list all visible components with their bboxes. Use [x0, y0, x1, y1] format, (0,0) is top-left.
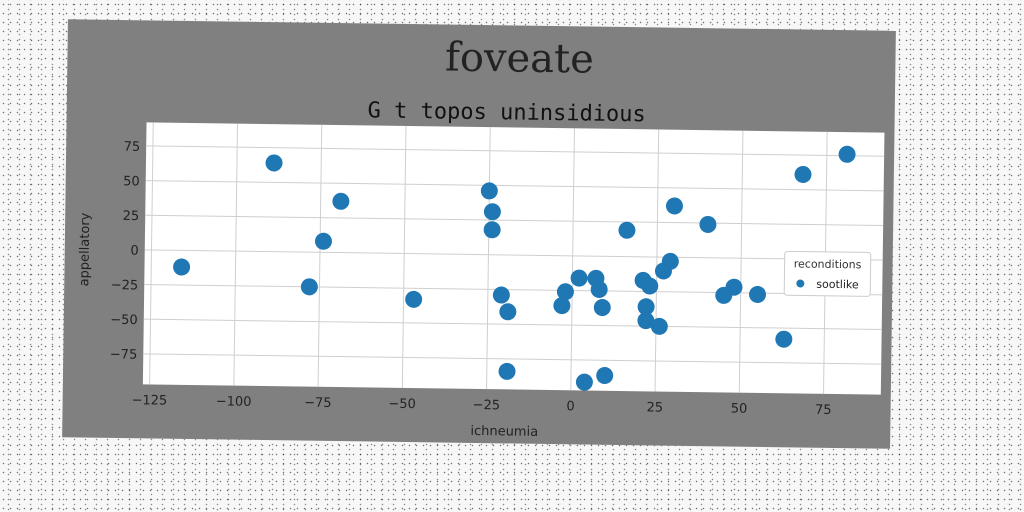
- data-point: [794, 165, 812, 183]
- data-point: [499, 303, 517, 321]
- chart-title: G t topos uninsidious: [367, 98, 645, 127]
- chart-suptitle: foveate: [445, 35, 594, 83]
- data-point: [641, 277, 659, 295]
- data-point: [590, 280, 608, 298]
- data-point: [593, 299, 611, 317]
- y-tick-label: 0: [130, 244, 138, 259]
- data-point: [637, 298, 655, 316]
- scatter-chart: foveate G t topos uninsidious −125 −100 −7…: [77, 35, 885, 440]
- data-point: [556, 283, 574, 301]
- y-gridline: [143, 318, 882, 330]
- data-point: [618, 221, 636, 239]
- data-point: [265, 154, 283, 172]
- data-point: [492, 286, 510, 304]
- x-tick-label: −75: [304, 396, 332, 411]
- data-point: [570, 269, 588, 287]
- x-gridline: [738, 130, 744, 393]
- y-tick-label: −25: [111, 278, 139, 293]
- data-point: [725, 278, 743, 296]
- x-gridline: [233, 123, 239, 386]
- legend-marker: [796, 279, 805, 288]
- x-tick-label: 0: [566, 399, 574, 414]
- x-gridline: [486, 127, 491, 390]
- y-tick-label: −75: [110, 347, 138, 362]
- data-points: [173, 145, 856, 391]
- x-tick-label: −100: [216, 394, 252, 409]
- data-point: [300, 278, 318, 296]
- y-tick-label: −50: [110, 313, 138, 328]
- data-point: [575, 373, 593, 391]
- x-tick-labels: −125 −100 −75 −50 −25 0 25 50 75: [131, 393, 831, 418]
- data-point: [650, 317, 668, 335]
- legend-box: [783, 250, 872, 297]
- legend-entry-sootlike: sootlike: [816, 278, 859, 292]
- x-tick-label: −125: [131, 393, 167, 408]
- y-axis-label: appellatory: [77, 212, 93, 286]
- data-point: [699, 215, 717, 233]
- x-gridline: [654, 129, 660, 392]
- x-tick-label: 25: [646, 400, 663, 415]
- y-tick-labels: 75 50 25 0 −25 −50 −75: [110, 140, 141, 363]
- data-point: [173, 258, 191, 276]
- data-point: [405, 290, 423, 308]
- data-point: [498, 362, 516, 380]
- y-tick-label: 25: [123, 209, 140, 224]
- chart-figure: foveate G t topos uninsidious −125 −100 −7…: [62, 19, 896, 449]
- data-point: [661, 252, 679, 270]
- data-point: [480, 182, 498, 200]
- y-gridline: [144, 249, 883, 261]
- legend: reconditions sootlike: [783, 250, 872, 297]
- data-point: [838, 145, 856, 163]
- y-tick-label: 75: [124, 140, 141, 155]
- data-point: [483, 221, 501, 239]
- legend-title: reconditions: [794, 257, 862, 271]
- y-gridline: [146, 145, 885, 157]
- x-gridline: [570, 128, 575, 391]
- y-gridline: [145, 214, 884, 227]
- data-point: [314, 232, 332, 250]
- data-point: [596, 367, 614, 385]
- data-point: [483, 203, 501, 221]
- data-point: [775, 330, 793, 348]
- x-tick-label: 50: [731, 402, 748, 417]
- data-point: [637, 312, 655, 330]
- y-gridline: [143, 353, 882, 365]
- x-tick-label: 75: [815, 403, 832, 418]
- data-point: [748, 285, 766, 303]
- y-gridline: [145, 180, 884, 192]
- data-point: [332, 192, 350, 210]
- data-point: [553, 297, 571, 315]
- x-gridline: [149, 122, 154, 385]
- x-tick-label: −50: [388, 397, 416, 412]
- x-gridline: [317, 124, 323, 387]
- x-gridline: [401, 125, 407, 388]
- data-point: [665, 197, 683, 215]
- x-tick-label: −25: [473, 398, 501, 413]
- x-axis-label: ichneumia: [470, 424, 538, 440]
- y-tick-label: 50: [123, 174, 140, 189]
